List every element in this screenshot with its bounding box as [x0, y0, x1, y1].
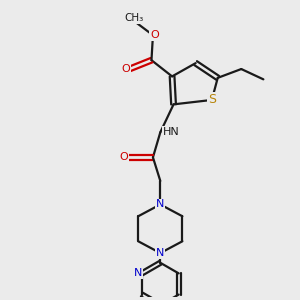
Text: N: N	[134, 268, 142, 278]
Text: N: N	[156, 200, 164, 209]
Text: S: S	[208, 93, 216, 106]
Text: CH₃: CH₃	[124, 14, 143, 23]
Text: HN: HN	[163, 127, 180, 137]
Text: O: O	[122, 64, 130, 74]
Text: N: N	[156, 248, 164, 258]
Text: O: O	[150, 30, 159, 40]
Text: O: O	[119, 152, 128, 162]
